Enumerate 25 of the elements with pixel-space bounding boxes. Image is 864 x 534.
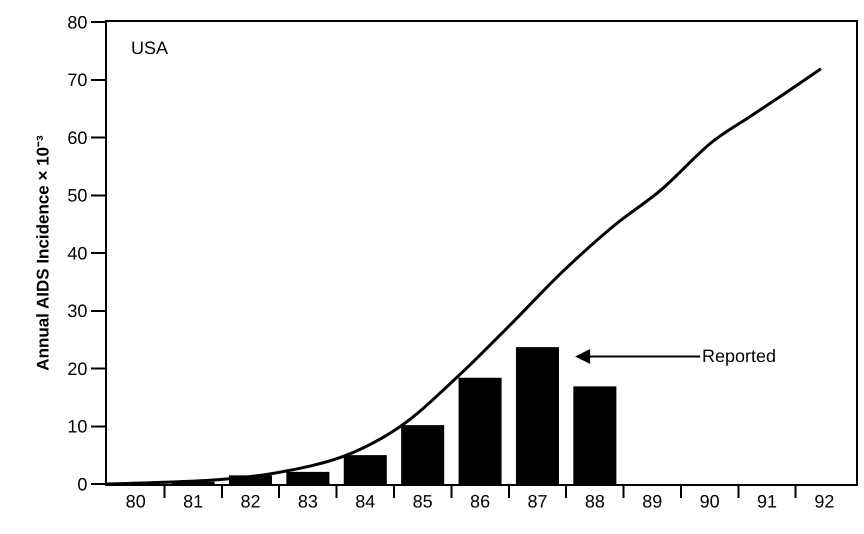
annotation: Reported: [702, 346, 776, 366]
x-tick-label: 87: [527, 492, 548, 512]
x-tick-label: 82: [240, 492, 261, 512]
x-tick-label: 84: [355, 492, 376, 512]
y-tick-label: 50: [67, 186, 88, 206]
x-tick-label: 90: [700, 492, 720, 512]
y-tick-label: 10: [67, 416, 88, 437]
x-tick-label: 83: [298, 492, 318, 512]
y-tick-label: 60: [67, 128, 88, 148]
x-tick-label: 81: [183, 492, 204, 512]
x-tick-label: 80: [126, 492, 146, 512]
x-tick-label: 85: [412, 492, 433, 512]
y-tick-label: 70: [67, 70, 88, 90]
x-tick-label: 92: [814, 492, 834, 512]
annotation: USA: [131, 38, 168, 58]
x-tick-label: 86: [470, 492, 490, 512]
x-tick-label: 91: [757, 492, 778, 512]
y-tick-label: 30: [67, 301, 88, 322]
y-tick-label: 0: [77, 474, 88, 494]
y-tick-label: 20: [67, 358, 88, 379]
y-axis-title: Annual AIDS Incidence × 10⁻³: [33, 134, 52, 371]
y-tick-label: 80: [67, 12, 88, 32]
x-tick-label: 89: [642, 492, 662, 512]
y-tick-label: 40: [67, 243, 88, 264]
x-tick-label: 88: [584, 492, 605, 512]
